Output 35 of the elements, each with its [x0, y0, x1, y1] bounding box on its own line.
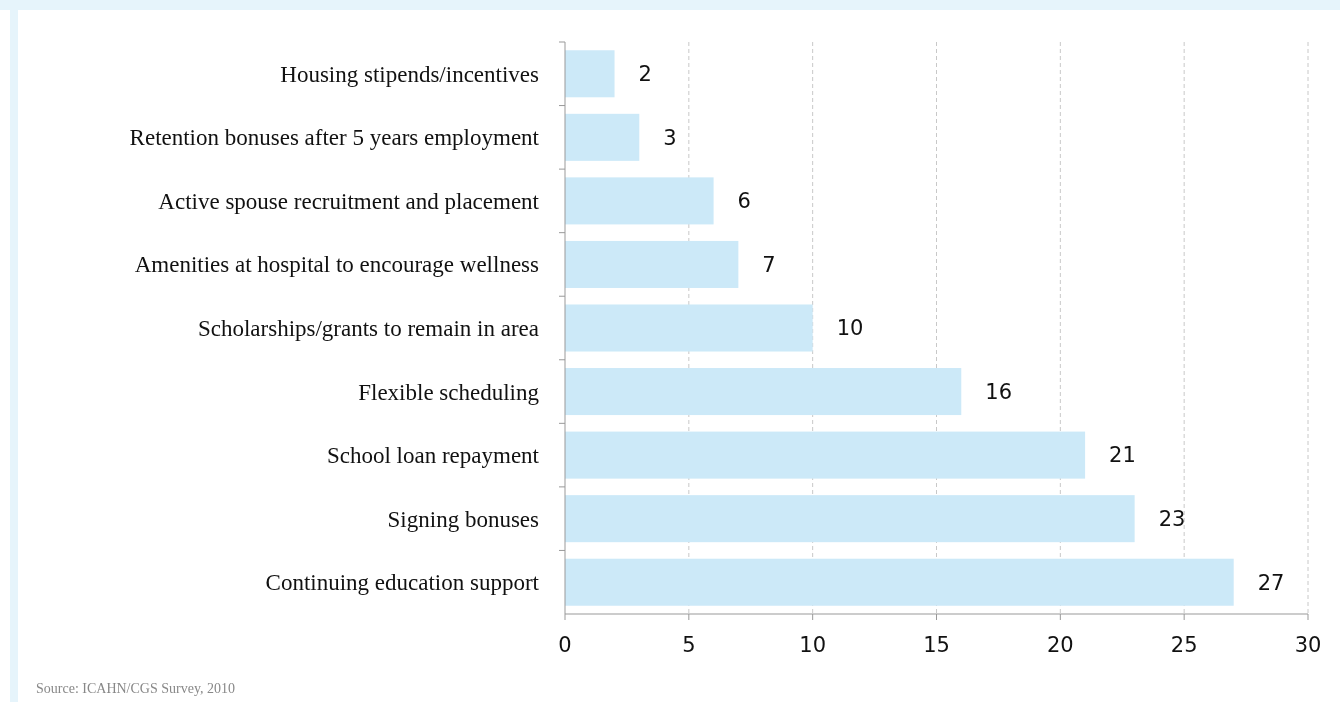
data-label: 2	[638, 62, 652, 87]
data-label: 10	[836, 316, 864, 341]
y-tick-label: Retention bonuses after 5 years employment	[129, 125, 540, 151]
y-tick-label: Flexible scheduling	[358, 379, 540, 405]
y-tick-label: School loan repayment	[326, 443, 540, 469]
x-tick-label: 20	[1046, 633, 1074, 657]
y-tick-label: Housing stipends/incentives	[280, 61, 540, 87]
data-label: 27	[1257, 570, 1285, 595]
data-label: 23	[1158, 507, 1186, 532]
bar	[565, 240, 739, 288]
bar	[565, 304, 813, 352]
x-tick-label: 15	[923, 633, 950, 657]
bar	[565, 177, 714, 225]
bar	[565, 558, 1234, 606]
y-tick-label: Signing bonuses	[387, 506, 540, 532]
bar	[565, 113, 640, 161]
data-label: 6	[737, 189, 751, 214]
x-tick-label: 25	[1170, 633, 1198, 657]
x-tick-label: 5	[682, 633, 696, 657]
data-label: 3	[663, 125, 677, 150]
y-tick-label: Continuing education support	[265, 570, 540, 596]
bar	[565, 368, 962, 416]
y-tick-label: Active spouse recruitment and placement	[158, 188, 540, 214]
y-tick-label: Scholarships/grants to remain in area	[197, 316, 539, 342]
data-label: 16	[985, 379, 1012, 404]
y-tick-label: Amenities at hospital to encourage wellness	[134, 252, 540, 278]
source-note: Source: ICAHN/CGS Survey, 2010	[36, 681, 235, 696]
x-tick-label: 10	[799, 633, 827, 657]
bar	[565, 50, 615, 98]
bar	[565, 495, 1135, 543]
bar	[565, 431, 1086, 479]
data-label: 7	[762, 252, 776, 277]
x-tick-label: 0	[558, 633, 572, 657]
data-label: 21	[1109, 443, 1136, 468]
x-tick-label: 30	[1294, 633, 1322, 657]
